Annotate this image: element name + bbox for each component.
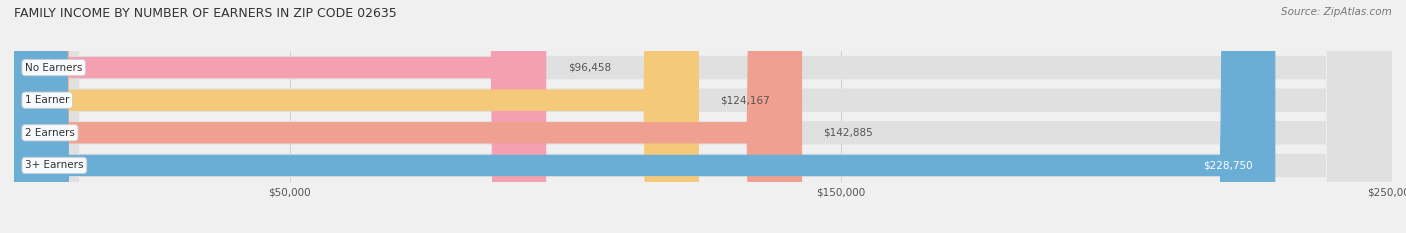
FancyBboxPatch shape (14, 0, 1392, 233)
FancyBboxPatch shape (14, 0, 1392, 233)
FancyBboxPatch shape (14, 0, 1392, 233)
FancyBboxPatch shape (14, 0, 1392, 233)
FancyBboxPatch shape (14, 0, 801, 233)
FancyBboxPatch shape (14, 0, 699, 233)
Text: $96,458: $96,458 (568, 63, 610, 72)
Text: No Earners: No Earners (25, 63, 83, 72)
Text: 3+ Earners: 3+ Earners (25, 161, 83, 170)
Text: $142,885: $142,885 (824, 128, 873, 138)
Text: Source: ZipAtlas.com: Source: ZipAtlas.com (1281, 7, 1392, 17)
Text: 2 Earners: 2 Earners (25, 128, 75, 138)
Text: $228,750: $228,750 (1204, 161, 1253, 170)
FancyBboxPatch shape (14, 0, 1275, 233)
Text: FAMILY INCOME BY NUMBER OF EARNERS IN ZIP CODE 02635: FAMILY INCOME BY NUMBER OF EARNERS IN ZI… (14, 7, 396, 20)
Text: $124,167: $124,167 (720, 95, 770, 105)
FancyBboxPatch shape (14, 0, 546, 233)
Text: 1 Earner: 1 Earner (25, 95, 69, 105)
